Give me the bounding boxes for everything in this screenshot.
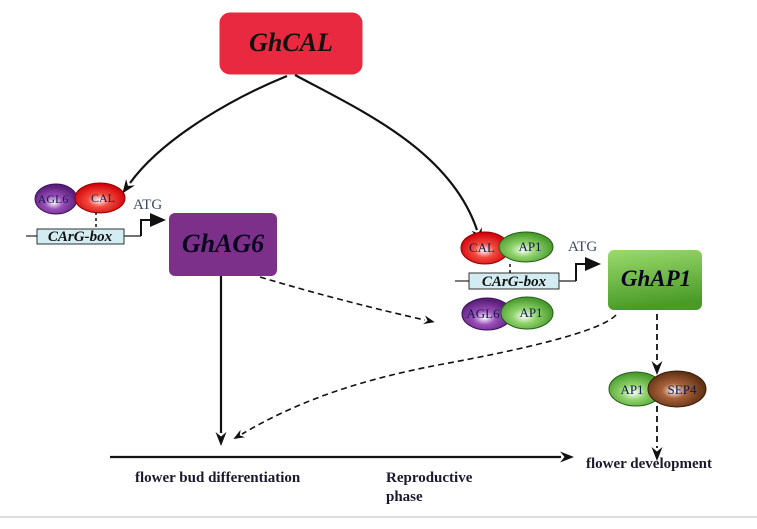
svg-text:AP1: AP1 (620, 382, 643, 397)
svg-text:Reproductive: Reproductive (386, 470, 473, 486)
svg-text:SEP4: SEP4 (668, 382, 697, 397)
svg-text:GhAG6: GhAG6 (182, 229, 264, 258)
svg-text:GhAP1: GhAP1 (621, 266, 691, 291)
svg-text:flower bud differentiation: flower bud differentiation (135, 470, 301, 486)
svg-text:AGL6: AGL6 (38, 192, 69, 206)
svg-text:AP1: AP1 (519, 305, 542, 320)
svg-text:ATG: ATG (133, 197, 162, 213)
svg-text:ATG: ATG (568, 239, 597, 255)
svg-text:AGL6: AGL6 (466, 306, 500, 321)
svg-text:phase: phase (386, 489, 423, 505)
svg-text:CAL: CAL (469, 240, 495, 255)
svg-text:CArG-box: CArG-box (482, 274, 547, 290)
svg-text:CArG-box: CArG-box (48, 229, 113, 245)
svg-text:GhCAL: GhCAL (249, 28, 333, 57)
svg-text:AP1: AP1 (518, 239, 541, 254)
svg-text:CAL: CAL (91, 191, 115, 205)
svg-text:flower development: flower development (586, 456, 712, 472)
